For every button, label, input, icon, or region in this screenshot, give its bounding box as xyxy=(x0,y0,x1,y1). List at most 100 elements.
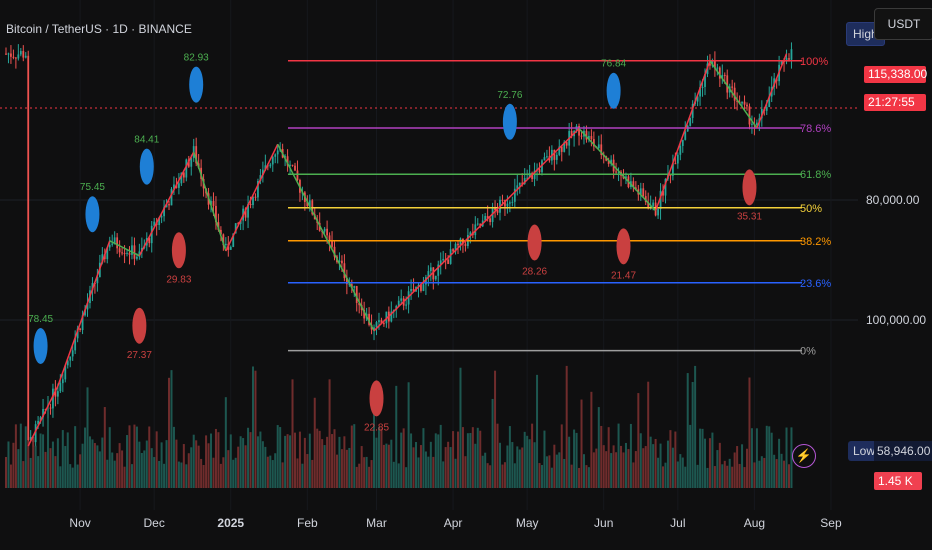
candle-body xyxy=(128,252,131,255)
volume-bar xyxy=(479,430,482,488)
volume-bar xyxy=(7,441,10,488)
flash-icon[interactable]: ⚡ xyxy=(792,444,816,468)
zigzag-segment xyxy=(27,385,59,447)
candle-body xyxy=(625,176,627,179)
volume-bar xyxy=(175,439,178,488)
volume-bar xyxy=(733,452,736,488)
volume-bar xyxy=(773,454,776,488)
rsi-value-label: 78.45 xyxy=(28,314,53,325)
volume-bar xyxy=(192,434,195,488)
candle-body xyxy=(558,146,561,155)
candle-body xyxy=(148,237,151,244)
candle-body xyxy=(368,313,370,325)
candle-body xyxy=(185,159,188,178)
candle-body xyxy=(425,277,427,285)
candle-body xyxy=(721,74,724,79)
volume-bar xyxy=(158,460,161,488)
x-tick-label: May xyxy=(516,516,539,530)
candle-body xyxy=(385,311,388,324)
volume-bar xyxy=(61,430,64,488)
candle-body xyxy=(632,181,635,188)
candle-body xyxy=(474,224,477,236)
candle-body xyxy=(709,63,711,66)
candle-body xyxy=(284,156,287,158)
volume-bar xyxy=(387,444,390,488)
volume-bar xyxy=(585,465,588,488)
candle-body xyxy=(390,311,393,322)
candle-body xyxy=(464,243,467,247)
candle-body xyxy=(427,271,430,278)
candle-body xyxy=(496,210,499,213)
volume-bar xyxy=(536,374,539,488)
candle-body xyxy=(676,154,679,164)
candle-body xyxy=(355,286,358,303)
candle-body xyxy=(679,145,682,155)
candle-body xyxy=(788,58,790,60)
volume-bar xyxy=(380,428,383,488)
zigzag-segment xyxy=(709,60,758,129)
candle-body xyxy=(580,135,583,137)
volume-bar xyxy=(649,436,652,488)
volume-bar xyxy=(615,452,618,488)
candle-body xyxy=(219,229,222,235)
volume-bar xyxy=(37,456,40,488)
candle-body xyxy=(22,51,25,58)
volume-bar xyxy=(716,450,719,488)
candle-body xyxy=(420,284,422,291)
volume-bar xyxy=(694,365,697,488)
volume-bar xyxy=(573,429,576,488)
candle-body xyxy=(765,107,768,111)
volume-bar xyxy=(706,467,709,488)
candle-body xyxy=(380,320,383,324)
candle-body xyxy=(489,218,492,223)
candle-body xyxy=(647,202,650,209)
volume-bar xyxy=(185,464,188,488)
volume-bar xyxy=(113,460,116,488)
volume-bar xyxy=(229,434,232,488)
volume-bar xyxy=(370,460,373,488)
volume-bar xyxy=(123,466,126,488)
volume-bar xyxy=(521,447,524,488)
volume-bar xyxy=(130,464,133,488)
candle-body xyxy=(229,246,232,250)
candle-body xyxy=(657,209,659,216)
volume-bar xyxy=(407,382,410,488)
volume-bar xyxy=(172,426,175,488)
candle-body xyxy=(597,144,600,149)
volume-bar xyxy=(74,426,77,488)
candle-body xyxy=(178,183,180,188)
volume-bar xyxy=(51,441,54,488)
candle-body xyxy=(353,286,356,288)
volume-bar xyxy=(657,457,660,488)
candle-body xyxy=(195,146,198,164)
volume-bar xyxy=(333,429,336,488)
volume-bar xyxy=(368,466,371,488)
volume-bar xyxy=(121,450,124,488)
volume-bar xyxy=(528,439,531,488)
volume-bar xyxy=(516,446,519,488)
candle-body xyxy=(755,122,758,126)
volume-bar xyxy=(760,456,763,488)
quote-currency-button[interactable]: USDT xyxy=(874,8,932,40)
candle-body xyxy=(704,74,706,87)
candle-body xyxy=(585,130,588,140)
candle-body xyxy=(150,225,153,244)
volume-bar xyxy=(373,386,376,488)
volume-bar xyxy=(9,464,12,488)
volume-bar xyxy=(775,459,778,488)
volume-bar xyxy=(494,370,497,488)
volume-bar xyxy=(143,450,146,488)
candle-body xyxy=(610,159,613,164)
volume-bar xyxy=(575,432,578,488)
candle-body xyxy=(173,184,175,189)
volume-bar xyxy=(605,451,608,488)
volume-bar xyxy=(442,461,445,488)
volume-bar xyxy=(704,438,707,488)
candle-body xyxy=(323,228,326,232)
volume-bar xyxy=(22,461,25,488)
volume-bar xyxy=(126,435,129,488)
symbol-title[interactable]: Bitcoin / TetherUS · 1D · BINANCE xyxy=(6,22,192,36)
candle-body xyxy=(590,136,593,140)
